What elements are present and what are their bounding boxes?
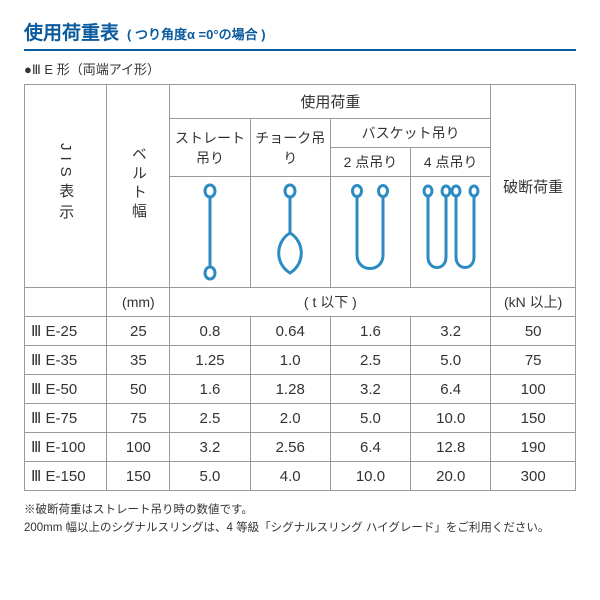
cell-choke: 0.64 [250,317,330,346]
cell-break: 190 [491,433,576,462]
title-bar: 使用荷重表 ( つり角度α =0°の場合 ) [24,18,576,51]
cell-b4: 10.0 [411,404,491,433]
icon-basket-2 [330,177,410,288]
cell-b2: 2.5 [330,346,410,375]
page-subtitle: ( つり角度α =0°の場合 ) [127,24,266,43]
icon-choke [250,177,330,288]
cell-b4: 5.0 [411,346,491,375]
unit-row: (mm) ( t 以下 ) (kN 以上) [25,288,576,317]
cell-belt: 35 [107,346,170,375]
basket4-sling-icon [418,183,484,281]
cell-straight: 1.6 [170,375,250,404]
cell-belt: 50 [107,375,170,404]
table-row: Ⅲ E-1001003.22.566.412.8190 [25,433,576,462]
cell-choke: 2.0 [250,404,330,433]
cell-jis: Ⅲ E-75 [25,404,107,433]
cell-b2: 10.0 [330,462,410,491]
icon-straight [170,177,250,288]
unit-break: (kN 以上) [491,288,576,317]
cell-choke: 1.0 [250,346,330,375]
cell-jis: Ⅲ E-35 [25,346,107,375]
table-row: Ⅲ E-25250.80.641.63.250 [25,317,576,346]
cell-b4: 6.4 [411,375,491,404]
cell-b4: 20.0 [411,462,491,491]
cell-choke: 4.0 [250,462,330,491]
table-row: Ⅲ E-1501505.04.010.020.0300 [25,462,576,491]
cell-straight: 2.5 [170,404,250,433]
icon-basket-4 [411,177,491,288]
basket2-sling-icon [345,183,395,281]
cell-choke: 1.28 [250,375,330,404]
cell-b2: 5.0 [330,404,410,433]
page-title: 使用荷重表 [24,18,119,45]
cell-break: 300 [491,462,576,491]
cell-straight: 3.2 [170,433,250,462]
th-jis: JIS表示 [25,85,107,288]
cell-break: 150 [491,404,576,433]
subheading: ●Ⅲ E 形（両端アイ形） [24,59,576,78]
cell-jis: Ⅲ E-100 [25,433,107,462]
unit-use: ( t 以下 ) [170,288,491,317]
cell-straight: 0.8 [170,317,250,346]
cell-belt: 75 [107,404,170,433]
th-use-load: 使用荷重 [170,85,491,119]
th-basket-4: 4 点吊り [411,148,491,177]
unit-belt: (mm) [107,288,170,317]
cell-belt: 150 [107,462,170,491]
footnote-line-2: 200mm 幅以上のシグナルスリングは、4 等級「シグナルスリング ハイグレード… [24,519,576,537]
th-basket: バスケット吊り [330,119,491,148]
choke-sling-icon [269,183,311,281]
cell-b2: 6.4 [330,433,410,462]
th-choke: チョーク吊り [250,119,330,177]
th-straight: ストレート吊り [170,119,250,177]
table-row: Ⅲ E-50501.61.283.26.4100 [25,375,576,404]
table-row: Ⅲ E-35351.251.02.55.075 [25,346,576,375]
cell-break: 100 [491,375,576,404]
th-basket-2: 2 点吊り [330,148,410,177]
cell-belt: 25 [107,317,170,346]
cell-jis: Ⅲ E-150 [25,462,107,491]
cell-choke: 2.56 [250,433,330,462]
table-row: Ⅲ E-75752.52.05.010.0150 [25,404,576,433]
th-belt: ベルト幅 [107,85,170,288]
straight-sling-icon [195,183,225,281]
cell-b2: 1.6 [330,317,410,346]
footnote: ※破断荷重はストレート吊り時の数値です。 200mm 幅以上のシグナルスリングは… [24,501,576,538]
cell-belt: 100 [107,433,170,462]
cell-b4: 3.2 [411,317,491,346]
cell-straight: 1.25 [170,346,250,375]
cell-b2: 3.2 [330,375,410,404]
cell-straight: 5.0 [170,462,250,491]
footnote-line-1: ※破断荷重はストレート吊り時の数値です。 [24,501,576,519]
cell-break: 50 [491,317,576,346]
cell-break: 75 [491,346,576,375]
cell-jis: Ⅲ E-50 [25,375,107,404]
cell-b4: 12.8 [411,433,491,462]
th-break: 破断荷重 [491,85,576,288]
load-table: JIS表示 ベルト幅 使用荷重 破断荷重 ストレート吊り チョーク吊り バスケッ… [24,84,576,491]
cell-jis: Ⅲ E-25 [25,317,107,346]
